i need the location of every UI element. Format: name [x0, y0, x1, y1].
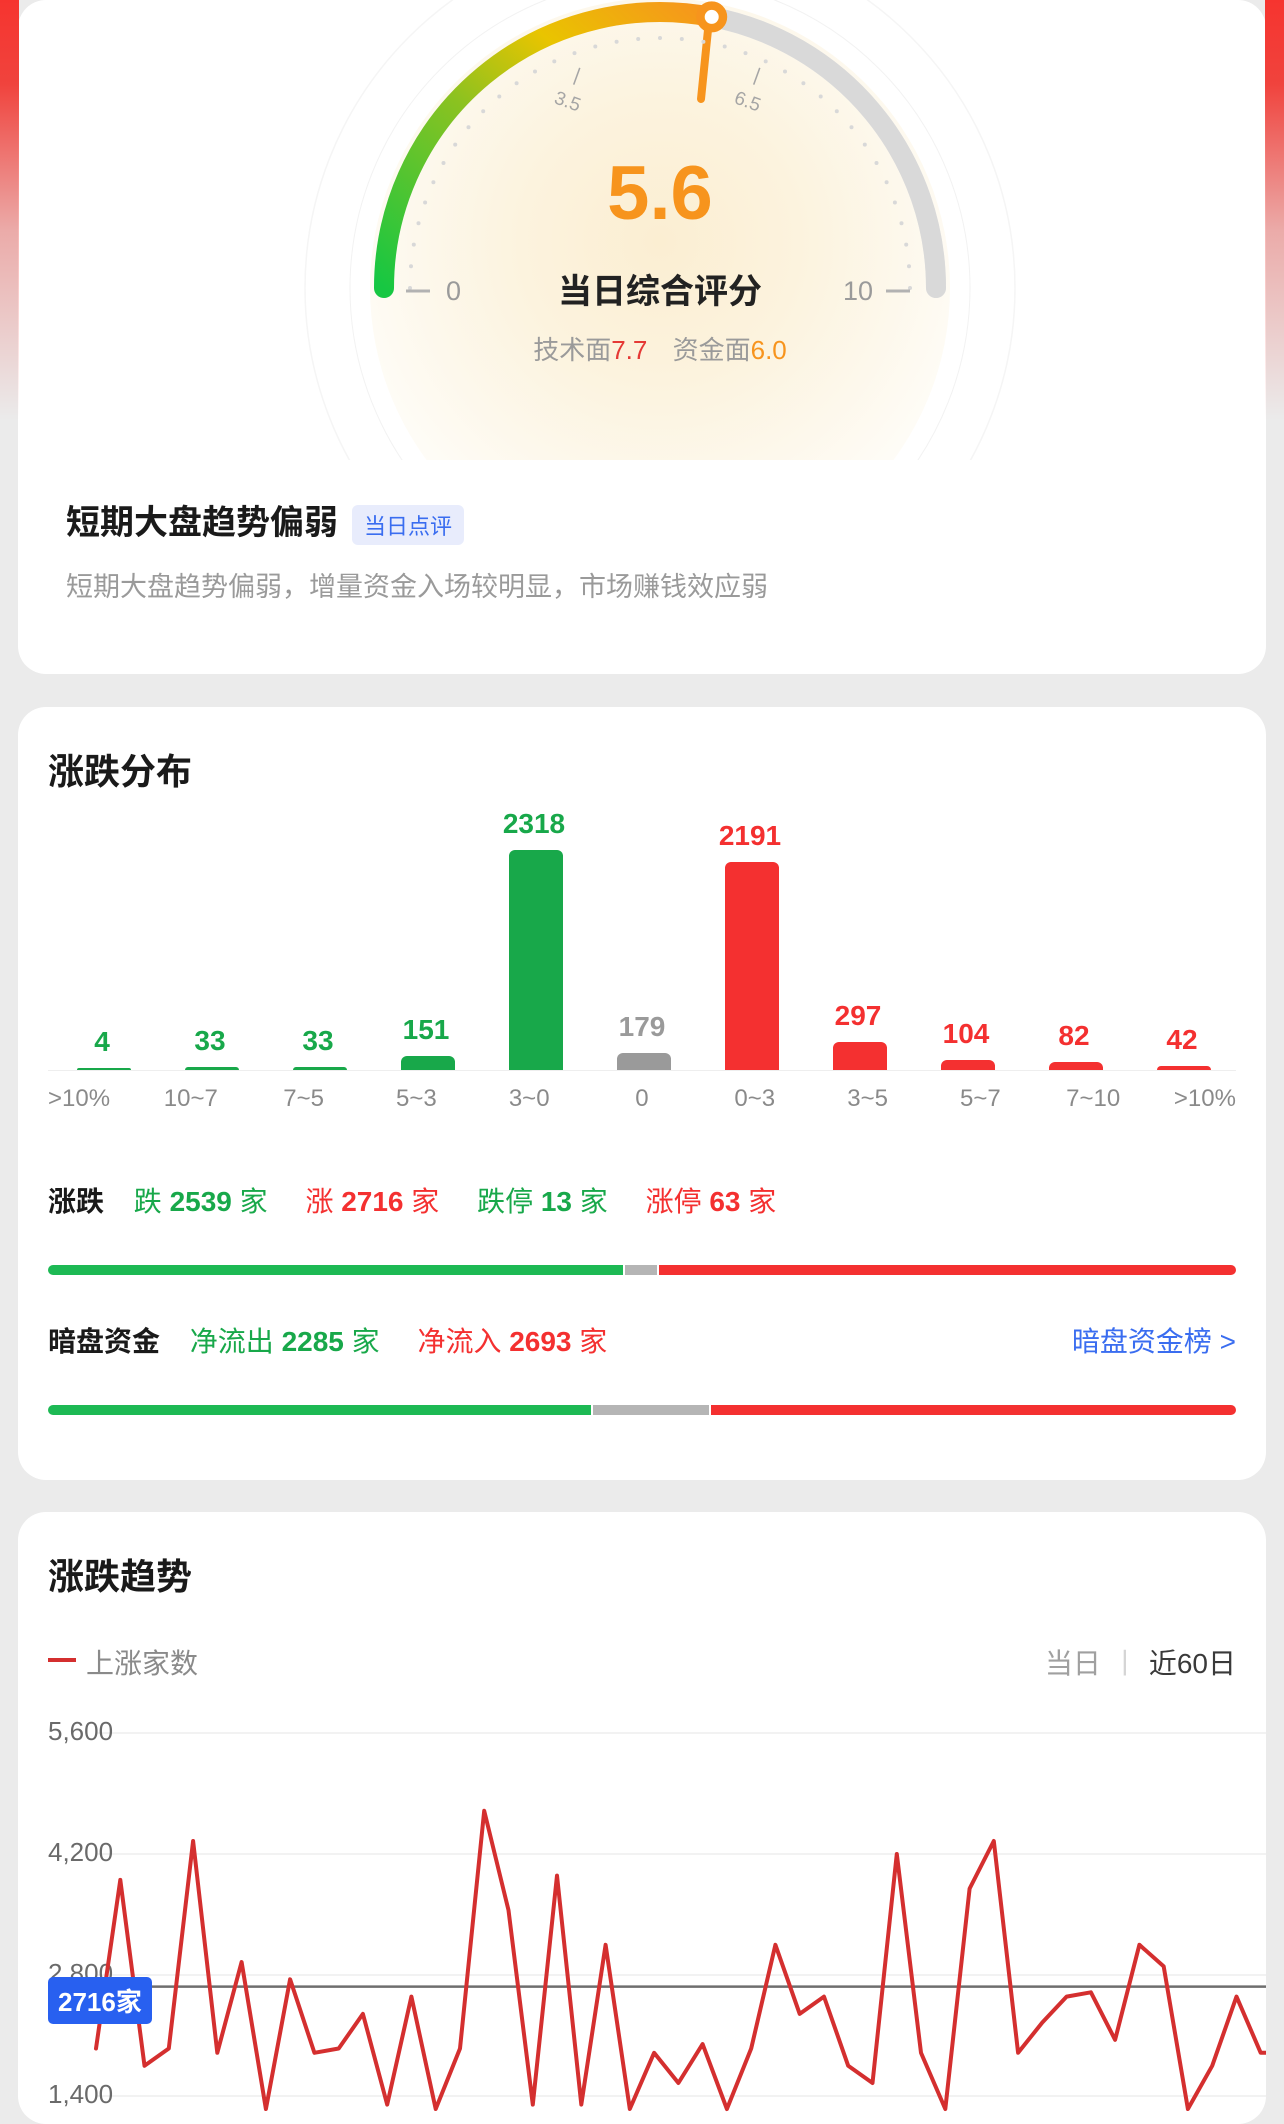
svg-text:1,400: 1,400 [48, 2079, 113, 2109]
svg-text:5,600: 5,600 [48, 1716, 113, 1746]
svg-text:4,200: 4,200 [48, 1837, 113, 1867]
